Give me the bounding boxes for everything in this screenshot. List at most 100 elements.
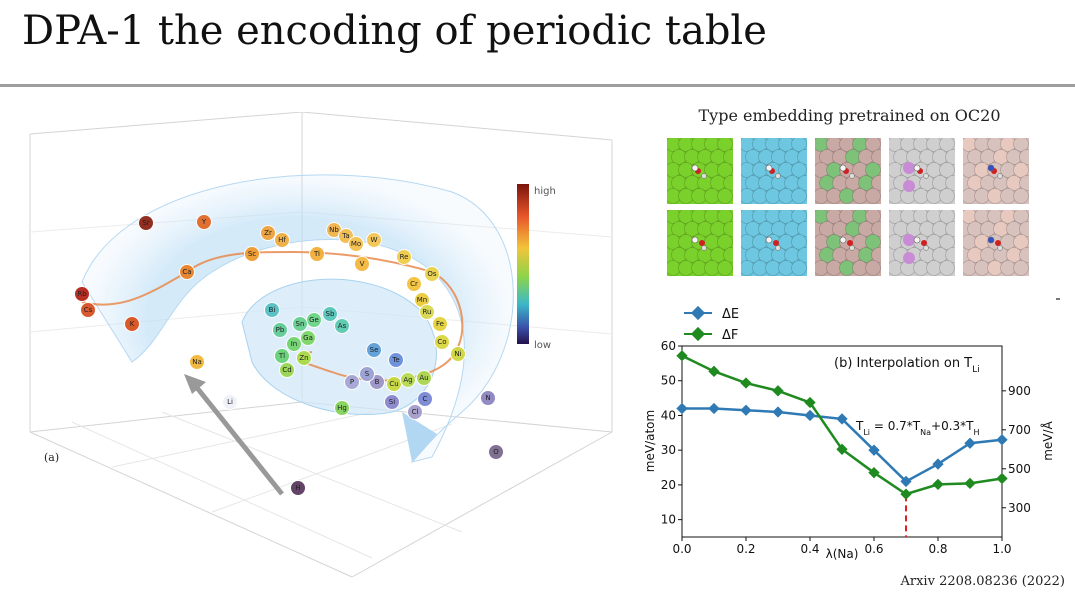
x-tick-label: 0.2 [736,542,755,556]
element-symbol: Bi [269,306,276,314]
element-node-zr: Zr [260,225,276,241]
element-symbol: Zr [264,229,272,237]
series-1-point [932,478,944,491]
element-symbol: Co [437,338,446,346]
oc20-structure-tile [741,210,807,276]
element-symbol: Re [400,253,409,261]
element-symbol: K [130,320,135,328]
title-divider [0,84,1075,87]
element-node-hg: Hg [334,400,350,416]
slab-render [815,210,881,276]
element-node-ge: Ge [306,312,322,328]
element-node-h: H [290,480,306,496]
slab-render [963,138,1029,204]
interpolation-chart: ΔE ΔF 0.0 0.2 0.4 0.6 0.8 1.0 10 20 30 40 50 60 300 5… [640,300,1070,565]
slab-render [889,138,955,204]
series-0-point [868,444,880,456]
element-node-zn: Zn [296,350,312,366]
element-node-cl: Cl [407,404,423,420]
element-node-si: Si [384,394,400,410]
element-symbol: As [338,322,347,330]
element-node-os: Os [424,266,440,282]
element-symbol: S [365,370,370,378]
element-node-ag: Ag [400,372,416,388]
series [676,350,1008,537]
oc20-structure-tile [889,138,955,204]
legend: ΔE ΔF [684,305,739,343]
element-symbol: Y [201,218,207,226]
periodic-spiral-figure: high low Rb Cs K Na Li H Sr Ca Y Sc Zr Hf Ti Nb Ta V Mo W… [12,111,652,582]
y-tick-label-left: 40 [661,408,676,422]
element-symbol: Ru [423,308,432,316]
element-symbol: P [350,378,354,386]
element-node-re: Re [396,249,412,265]
series-1-point [836,443,848,455]
series-0-point [676,402,688,415]
element-symbol: Hf [278,236,286,244]
element-node-y: Y [196,214,212,230]
oc20-structure-tile [815,138,881,204]
slab-render [667,210,733,276]
series-1-point [964,477,976,490]
legend-delta-e: ΔE [722,307,739,322]
oc20-structure-tile [889,210,955,276]
element-symbol: Pb [276,326,285,334]
interpolation-chart-svg: ΔE ΔF 0.0 0.2 0.4 0.6 0.8 1.0 10 20 30 40 50 60 300 5… [643,305,1055,561]
element-node-cd: Cd [279,362,295,378]
element-symbol: Se [370,346,379,354]
element-symbol: Ge [309,316,319,324]
element-node-sn: Sn [292,316,308,332]
oc20-title: Type embedding pretrained on OC20 [698,106,1001,125]
element-symbol: Cu [389,380,398,388]
element-node-li: Li [222,394,238,410]
series-0-point [740,404,752,416]
element-node-sb: Sb [322,306,338,322]
element-node-ni: Ni [450,346,466,362]
series-0-point [996,434,1008,446]
panel-label-a: (a) [44,451,60,464]
element-symbol: Sb [326,310,335,318]
y-axis-label-left: meV/atom [643,410,657,472]
element-node-k: K [124,316,140,332]
element-symbol: Sr [142,219,149,227]
x-tick-label: 1.0 [992,542,1011,556]
element-symbol: Ga [303,334,313,342]
y-tick-label-left: 10 [661,513,676,527]
oc20-structure-tile [667,210,733,276]
element-symbol: Zn [299,354,308,362]
y-axis-label-right: meV/Å [1040,420,1055,460]
element-symbol: Tl [278,352,285,360]
element-node-cr: Cr [406,276,422,292]
y-tick-label-right: 500 [1008,462,1031,476]
element-symbol: Cs [84,306,93,314]
element-node-co: Co [434,334,450,350]
x-tick-label: 0.0 [672,542,691,556]
element-symbol: Os [427,270,437,278]
slab-render [741,210,807,276]
element-node-rb: Rb [74,286,90,302]
y-tick-label-left: 60 [661,339,676,353]
element-symbol: Fe [436,320,444,328]
slab-render [815,138,881,204]
element-symbol: Hg [337,404,347,412]
element-symbol: Ti [313,250,320,258]
element-symbol: W [371,236,378,244]
element-node-w: W [366,232,382,248]
element-node-sr: Sr [138,215,154,231]
slab-render [667,138,733,204]
y-tick-label-right: 900 [1008,384,1031,398]
element-symbol: Na [192,358,202,366]
element-node-p: P [344,374,360,390]
legend-delta-f: ΔF [722,328,738,343]
element-node-o: O [488,444,504,460]
element-symbol: B [375,378,380,386]
element-symbol: Rb [77,290,87,298]
series-0-point [900,475,912,488]
y-tick-label-right: 300 [1008,501,1031,515]
element-node-pb: Pb [272,322,288,338]
element-node-cs: Cs [80,302,96,318]
element-node-hf: Hf [274,232,290,248]
element-symbol: Sn [296,320,305,328]
element-symbol: Te [391,356,399,364]
slab-render [889,210,955,276]
